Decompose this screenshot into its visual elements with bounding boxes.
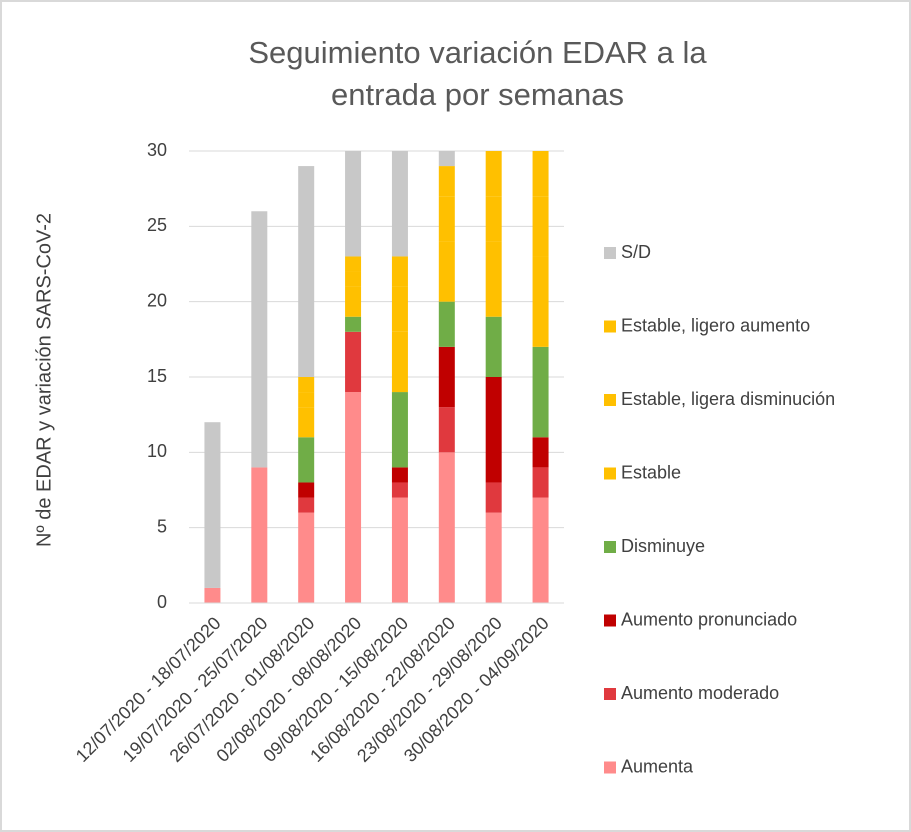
bar-segment	[298, 437, 315, 483]
y-tick-label: 0	[157, 592, 167, 612]
bar-segment	[391, 331, 408, 393]
legend-label: Estable	[621, 462, 681, 482]
bar-segment	[391, 467, 408, 483]
bar-segment	[251, 211, 268, 468]
legend-label: Aumenta	[621, 756, 694, 776]
legend-swatch	[604, 247, 616, 259]
bar-segment	[298, 392, 315, 408]
y-tick-label: 15	[147, 366, 167, 386]
legend-label: Aumento moderado	[621, 683, 779, 703]
bar-segment	[532, 196, 549, 257]
bar-segment	[532, 346, 549, 438]
bar-segment	[532, 437, 549, 468]
bar-segment	[438, 346, 455, 408]
y-axis-label: Nº de EDAR y variación SARS-CoV-2	[33, 213, 55, 547]
bar-segment	[438, 452, 455, 603]
bar-segment	[345, 271, 362, 287]
y-tick-label: 30	[147, 140, 167, 160]
legend-label: S/D	[621, 242, 651, 262]
bar-segment	[345, 392, 362, 603]
bar-segment	[438, 301, 455, 347]
bar-segment	[345, 316, 362, 332]
bar-segment	[298, 407, 315, 438]
bar-segment	[485, 196, 502, 242]
legend-swatch	[604, 467, 616, 480]
bar-segment	[438, 241, 455, 302]
bar-segment	[298, 166, 315, 377]
bar-segment	[204, 587, 221, 603]
bar-segment	[485, 377, 502, 483]
bar-segment	[391, 256, 408, 287]
bar-segment	[532, 497, 549, 603]
bar-segment	[485, 151, 502, 197]
bar-segment	[391, 497, 408, 603]
bar-segment	[298, 497, 315, 513]
y-tick-label: 10	[147, 441, 167, 461]
y-tick-label: 5	[157, 516, 167, 536]
bar-segment	[298, 512, 315, 603]
bar-segment	[485, 512, 502, 603]
bar-segment	[485, 316, 502, 377]
legend-swatch	[604, 320, 616, 333]
bar-segment	[345, 331, 362, 393]
bar-segment	[391, 392, 408, 468]
bar-segment	[298, 377, 315, 393]
bar-segment	[345, 286, 362, 317]
bar-segment	[485, 241, 502, 317]
legend-swatch	[604, 761, 616, 774]
legend-swatch	[604, 541, 616, 553]
bar-segment	[298, 482, 315, 498]
bar-segment	[438, 407, 455, 453]
bar-segment	[391, 286, 408, 332]
y-tick-label: 20	[147, 290, 167, 310]
bar-segment	[204, 422, 221, 588]
bar-segment	[438, 151, 455, 167]
bar-segment	[532, 467, 549, 498]
bar-segment	[391, 482, 408, 498]
legend-label: Disminuye	[621, 536, 705, 556]
chart-title: Seguimiento variación EDAR a la entrada …	[248, 35, 707, 112]
y-tick-label: 25	[147, 215, 167, 235]
bar-segment	[345, 256, 362, 272]
bar-segment	[251, 467, 268, 603]
legend-label: Aumento pronunciado	[621, 609, 797, 629]
bar-segment	[438, 166, 455, 197]
legend-label: Estable, ligera disminución	[621, 389, 835, 409]
legend-swatch	[604, 688, 616, 700]
bar-segment	[438, 196, 455, 242]
legend-swatch	[604, 614, 616, 627]
bar-segment	[345, 151, 362, 257]
legend-swatch	[604, 394, 616, 406]
bar-segment	[532, 256, 549, 347]
bar-segment	[485, 482, 502, 513]
legend-label: Estable, ligero aumento	[621, 315, 810, 335]
bar-segment	[532, 151, 549, 197]
bar-segment	[391, 151, 408, 257]
